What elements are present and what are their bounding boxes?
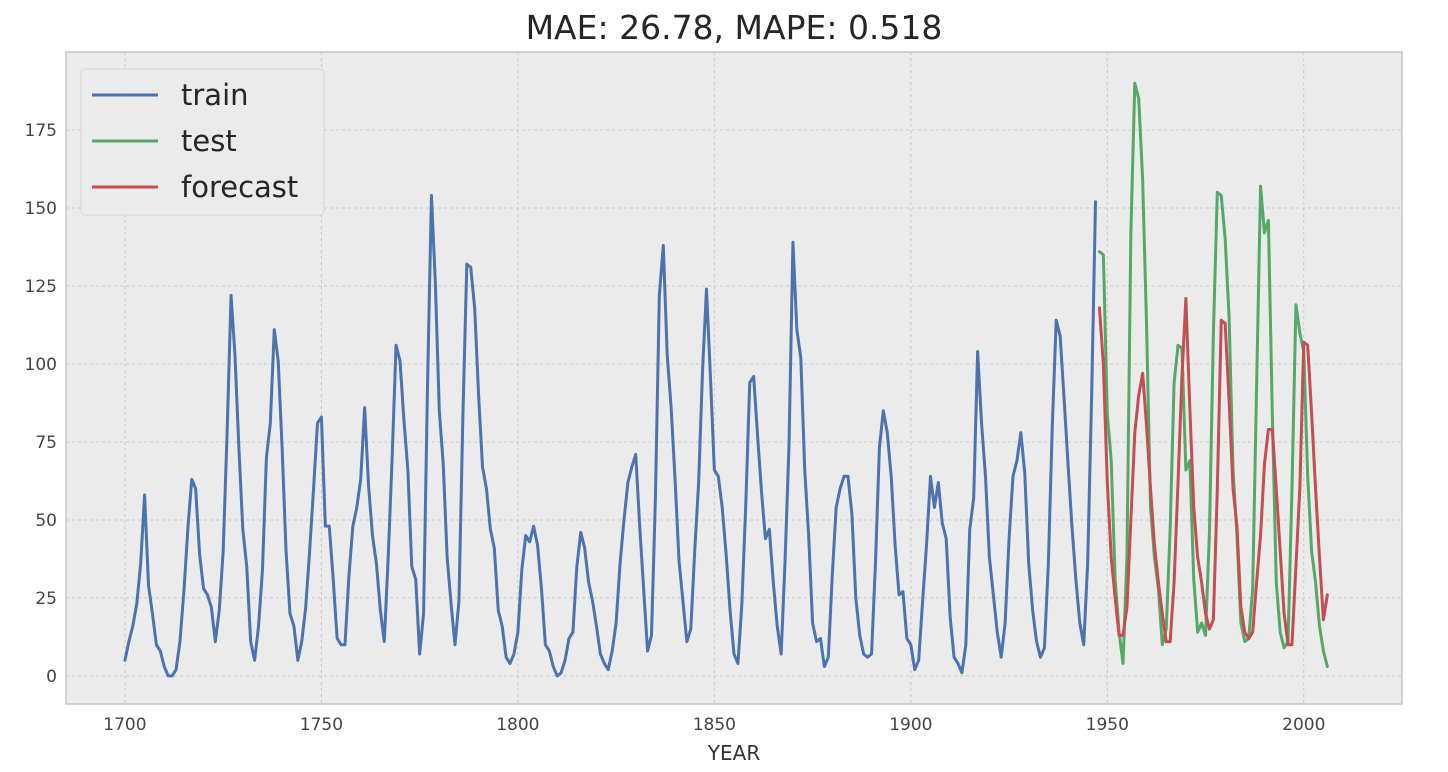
y-tick-label: 50 (35, 511, 57, 531)
series-test-line (1097, 81, 1329, 669)
x-tick-label: 1950 (1086, 715, 1129, 735)
chart-title: MAE: 26.78, MAPE: 0.518 (526, 8, 943, 47)
x-tick-label: 1700 (103, 715, 146, 735)
series-lines (123, 81, 1329, 678)
y-tick-label: 175 (25, 121, 57, 141)
x-axis-ticks: 1700 1750 1800 1850 1900 1950 2000 (103, 715, 1325, 735)
y-tick-label: 125 (25, 277, 57, 297)
legend-box (80, 68, 325, 216)
x-axis-label: YEAR (707, 741, 761, 765)
legend-label-train: train (181, 78, 249, 112)
y-tick-label: 100 (25, 355, 57, 375)
x-tick-label: 2000 (1282, 715, 1325, 735)
x-tick-label: 1900 (889, 715, 932, 735)
series-train-line (123, 194, 1098, 678)
y-tick-label: 150 (25, 199, 57, 219)
y-tick-label: 0 (46, 667, 57, 687)
x-tick-label: 1850 (693, 715, 736, 735)
y-tick-label: 75 (35, 433, 57, 453)
y-tick-label: 25 (35, 589, 57, 609)
legend-label-forecast: forecast (181, 170, 298, 204)
legend-label-test: test (181, 124, 237, 158)
series-forecast-line (1097, 296, 1329, 647)
y-axis-ticks: 0 25 50 75 100 125 150 175 (25, 121, 57, 687)
legend: train test forecast (80, 68, 325, 216)
x-tick-label: 1800 (496, 715, 539, 735)
x-tick-label: 1750 (300, 715, 343, 735)
